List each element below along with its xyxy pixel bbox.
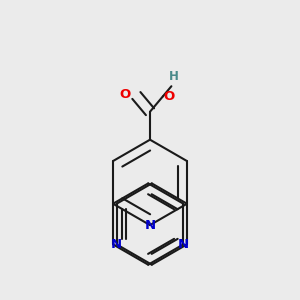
Text: H: H	[169, 70, 179, 83]
Text: N: N	[178, 238, 189, 251]
Text: O: O	[120, 88, 131, 100]
Text: O: O	[164, 90, 175, 103]
Text: N: N	[111, 238, 122, 251]
Text: N: N	[144, 219, 156, 232]
